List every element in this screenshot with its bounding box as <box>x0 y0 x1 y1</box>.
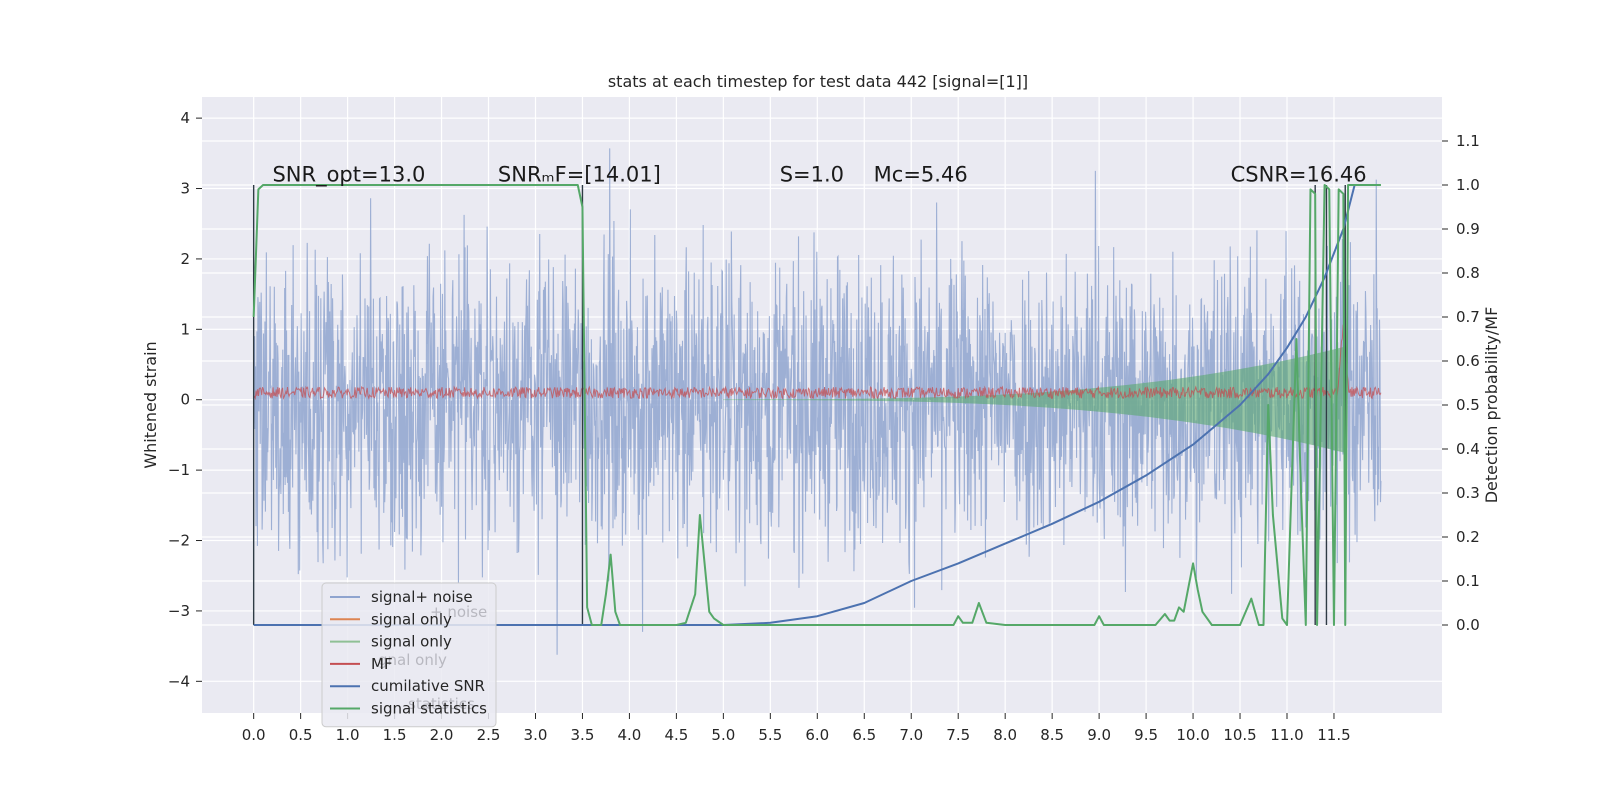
x-tick-label: 5.5 <box>758 726 782 744</box>
legend-ghost-text: statistics <box>408 695 475 713</box>
y2-tick-label: 0.8 <box>1456 264 1480 282</box>
x-tick-label: 2.5 <box>477 726 501 744</box>
legend-box <box>321 582 497 728</box>
legend-ghost-text: + noise <box>430 603 487 621</box>
x-tick-label: 5.0 <box>711 726 735 744</box>
legend-ghost-text: gnal only <box>378 651 447 669</box>
series-cumulative-snr <box>253 184 1356 626</box>
plot-data <box>252 148 1382 655</box>
annotations: SNR_opt=13.0 SNRₘF=[14.01] S=1.0 Mᴄ=5.46 CSN… <box>272 162 1366 187</box>
y-tick-label: −2 <box>168 532 190 550</box>
annotation-snr-opt: SNR_opt=13.0 <box>272 162 425 187</box>
annotation-mc-value: Mᴄ=5.46 <box>874 162 968 186</box>
legend-entry-label: signal statistics <box>371 700 487 718</box>
x-tick-label: 0.5 <box>289 726 313 744</box>
x-tick-label: 7.0 <box>899 726 923 744</box>
x-tick-label: 10.0 <box>1176 726 1209 744</box>
y2-tick-label: 0.7 <box>1456 308 1480 326</box>
x-tick-label: 9.5 <box>1134 726 1158 744</box>
legend-entry-label: signal only <box>371 633 452 651</box>
series-signal-statistics <box>252 184 1381 626</box>
legend-entry-label: signal only <box>371 610 452 628</box>
annotation-snr-mf: SNRₘF=[14.01] <box>498 162 661 186</box>
y-tick-label: 2 <box>180 250 190 268</box>
y2-tick-label: 0.4 <box>1456 440 1480 458</box>
y2-tick-label: 1.0 <box>1456 176 1480 194</box>
y2-tick-label: 1.1 <box>1456 132 1480 150</box>
legend: + noise gnal only statistics signal+ noise s… <box>321 582 497 728</box>
series-signal-plus-noise <box>253 148 1382 655</box>
chart-title: stats at each timestep for test data 442… <box>608 72 1028 91</box>
y2-tick-label: 0.0 <box>1456 616 1480 634</box>
y2-tick-label: 0.2 <box>1456 528 1480 546</box>
x-tick-label: 0.0 <box>242 726 266 744</box>
x-tick-label: 10.5 <box>1223 726 1256 744</box>
y2-tick-label: 0.9 <box>1456 220 1480 238</box>
x-tick-label: 6.0 <box>805 726 829 744</box>
y2-axis-label: Detection probability/MF <box>1482 307 1501 504</box>
y-tick-label: 1 <box>180 320 190 338</box>
y-tick-label: −3 <box>168 602 190 620</box>
y2-tick-label: 0.3 <box>1456 484 1480 502</box>
x-tick-label: 9.0 <box>1087 726 1111 744</box>
series-mf <box>253 324 1382 401</box>
y2-tick-label: 0.6 <box>1456 352 1480 370</box>
legend-entry-label: signal+ noise <box>371 588 473 606</box>
x-tick-label: 2.0 <box>430 726 454 744</box>
annotation-csnr: CSNR=16.46 <box>1231 162 1367 186</box>
x-tick-label: 11.5 <box>1317 726 1350 744</box>
legend-entry-label: cumilative SNR <box>371 677 485 695</box>
y-tick-label: 3 <box>180 180 190 198</box>
legend-entry-label: MF <box>371 655 393 673</box>
x-tick-label: 1.5 <box>383 726 407 744</box>
y-tick-label: −1 <box>168 461 190 479</box>
y-axis-label: Whitened strain <box>141 341 160 468</box>
y-tick-label: −4 <box>168 672 190 690</box>
y2-tick-label: 0.5 <box>1456 396 1480 414</box>
x-tick-label: 7.5 <box>946 726 970 744</box>
x-tick-label: 8.0 <box>993 726 1017 744</box>
y-tick-label: 0 <box>180 391 190 409</box>
x-tick-label: 4.5 <box>664 726 688 744</box>
x-tick-label: 8.5 <box>1040 726 1064 744</box>
x-tick-label: 11.0 <box>1270 726 1303 744</box>
x-tick-label: 3.5 <box>571 726 595 744</box>
x-tick-label: 1.0 <box>336 726 360 744</box>
y2-tick-label: 0.1 <box>1456 572 1480 590</box>
x-tick-label: 4.0 <box>617 726 641 744</box>
y-tick-label: 4 <box>180 109 190 127</box>
x-tick-label: 3.0 <box>524 726 548 744</box>
axes: 0.0 0.5 1.0 1.5 2.0 2.5 3.0 3.5 4.0 4.5 5.0 5.5 6.0 6… <box>168 109 1480 744</box>
annotation-s-value: S=1.0 <box>780 162 844 186</box>
x-tick-label: 6.5 <box>852 726 876 744</box>
